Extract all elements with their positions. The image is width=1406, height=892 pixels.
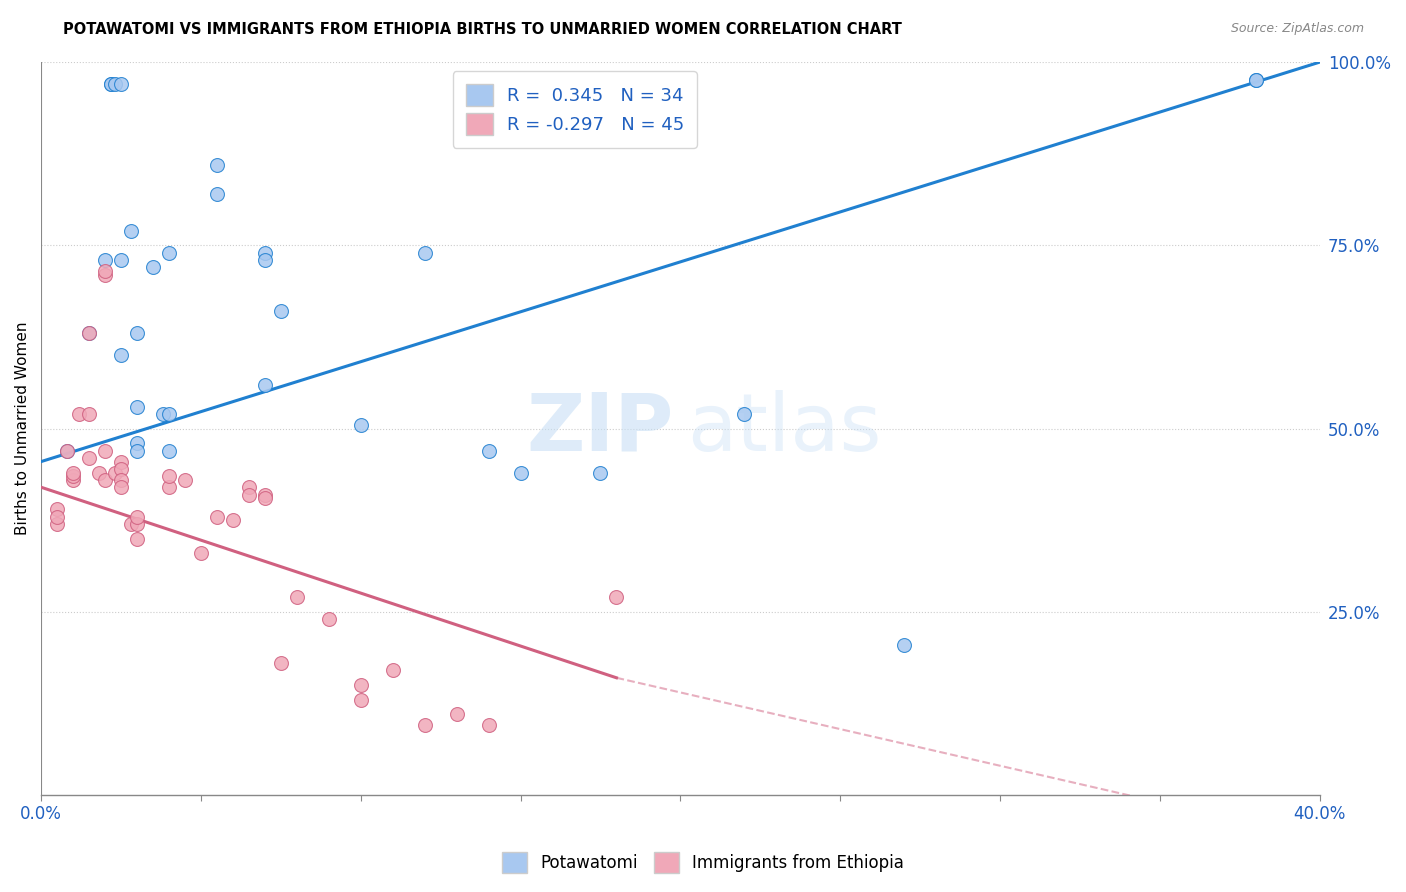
Point xyxy=(446,707,468,722)
Point xyxy=(46,516,69,531)
Legend: R =  0.345   N = 34, R = -0.297   N = 45: R = 0.345 N = 34, R = -0.297 N = 45 xyxy=(453,71,697,148)
Point xyxy=(205,158,228,172)
Point xyxy=(157,245,180,260)
Point xyxy=(110,473,132,487)
Point xyxy=(110,454,132,468)
Point xyxy=(1244,73,1267,87)
Point xyxy=(413,718,436,732)
Point xyxy=(77,326,100,341)
Point xyxy=(125,516,148,531)
Point xyxy=(152,407,174,421)
Point xyxy=(350,678,373,692)
Point xyxy=(55,443,77,458)
Text: POTAWATOMI VS IMMIGRANTS FROM ETHIOPIA BIRTHS TO UNMARRIED WOMEN CORRELATION CHA: POTAWATOMI VS IMMIGRANTS FROM ETHIOPIA B… xyxy=(63,22,903,37)
Point xyxy=(110,77,132,91)
Point xyxy=(893,638,915,652)
Point xyxy=(110,348,132,362)
Point xyxy=(77,407,100,421)
Point xyxy=(350,693,373,707)
Point xyxy=(94,473,117,487)
Point xyxy=(205,187,228,202)
Point xyxy=(157,469,180,483)
Text: atlas: atlas xyxy=(686,390,882,467)
Point xyxy=(190,546,212,560)
Point xyxy=(253,487,276,501)
Point xyxy=(104,466,127,480)
Point xyxy=(478,718,501,732)
Point xyxy=(125,443,148,458)
Point xyxy=(46,509,69,524)
Point xyxy=(253,377,276,392)
Point xyxy=(589,466,612,480)
Point xyxy=(120,224,142,238)
Point xyxy=(110,253,132,268)
Point xyxy=(69,407,91,421)
Point xyxy=(413,245,436,260)
Point xyxy=(94,443,117,458)
Point xyxy=(100,77,122,91)
Point xyxy=(125,400,148,414)
Point xyxy=(318,612,340,626)
Point xyxy=(125,509,148,524)
Point xyxy=(478,443,501,458)
Point xyxy=(55,443,77,458)
Point xyxy=(222,513,245,527)
Point xyxy=(142,260,165,275)
Y-axis label: Births to Unmarried Women: Births to Unmarried Women xyxy=(15,322,30,535)
Point xyxy=(509,466,531,480)
Point xyxy=(120,516,142,531)
Point xyxy=(605,590,627,604)
Point xyxy=(381,664,404,678)
Point xyxy=(253,491,276,506)
Point xyxy=(77,326,100,341)
Point xyxy=(94,253,117,268)
Point xyxy=(110,462,132,476)
Point xyxy=(253,245,276,260)
Point xyxy=(253,253,276,268)
Point xyxy=(270,656,292,670)
Point xyxy=(110,480,132,494)
Point xyxy=(87,466,110,480)
Point xyxy=(270,304,292,318)
Legend: Potawatomi, Immigrants from Ethiopia: Potawatomi, Immigrants from Ethiopia xyxy=(495,846,911,880)
Point xyxy=(125,326,148,341)
Point xyxy=(238,487,260,501)
Point xyxy=(77,450,100,465)
Point xyxy=(285,590,308,604)
Point xyxy=(350,417,373,432)
Point xyxy=(125,436,148,450)
Point xyxy=(733,407,755,421)
Point xyxy=(125,532,148,546)
Point xyxy=(104,77,127,91)
Point xyxy=(157,443,180,458)
Point xyxy=(1244,73,1267,87)
Point xyxy=(46,502,69,516)
Point xyxy=(62,469,84,483)
Point xyxy=(238,480,260,494)
Point xyxy=(157,480,180,494)
Text: Source: ZipAtlas.com: Source: ZipAtlas.com xyxy=(1230,22,1364,36)
Point xyxy=(205,509,228,524)
Text: ZIP: ZIP xyxy=(527,390,673,467)
Point xyxy=(62,473,84,487)
Point xyxy=(94,264,117,278)
Point xyxy=(174,473,197,487)
Point xyxy=(100,77,122,91)
Point xyxy=(94,268,117,282)
Point xyxy=(157,407,180,421)
Point xyxy=(62,466,84,480)
